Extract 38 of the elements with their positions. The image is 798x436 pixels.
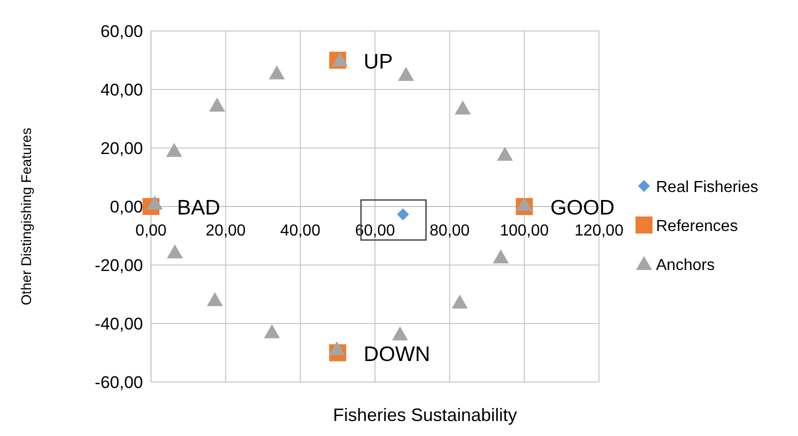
y-tick-label: -60,00 [94,373,143,392]
y-axis-title: Other Distingishing Features [18,128,34,306]
point [492,249,509,264]
annotation: GOOD [550,196,615,220]
y-tick-label: 0,00 [110,198,143,216]
y-tick-label: -20,00 [94,256,143,275]
point [496,146,513,161]
y-tick-label: 60,00 [100,22,143,41]
point [209,98,226,112]
y-tick-label: 20,00 [100,139,143,158]
x-tick-label: 120,00 [574,222,624,240]
point [264,324,280,338]
annotation: BAD [177,196,220,220]
point [452,294,468,308]
x-axis-title: Fisheries Sustainability [332,405,518,425]
point [166,142,182,157]
point [392,326,408,340]
legend-label: Anchors [656,257,715,274]
annotation: UP [364,50,393,74]
point [328,341,345,356]
legend-label: Real Fisheries [656,179,758,196]
y-tick-label: -40,00 [94,314,143,334]
y-tick-label: 40,00 [100,80,143,100]
x-tick-label: 0,00 [135,222,167,240]
point [397,208,409,220]
point [268,65,285,80]
annotation: DOWN [364,342,430,366]
point [166,244,183,258]
point [206,292,223,306]
point [516,197,532,212]
x-tick-label: 40,00 [280,222,320,240]
x-tick-label: 80,00 [430,222,470,240]
point [398,66,414,81]
x-tick-label: 20,00 [206,222,246,240]
legend-label: References [656,218,738,235]
x-tick-label: 100,00 [500,222,549,240]
point [454,100,471,115]
point [146,196,163,210]
